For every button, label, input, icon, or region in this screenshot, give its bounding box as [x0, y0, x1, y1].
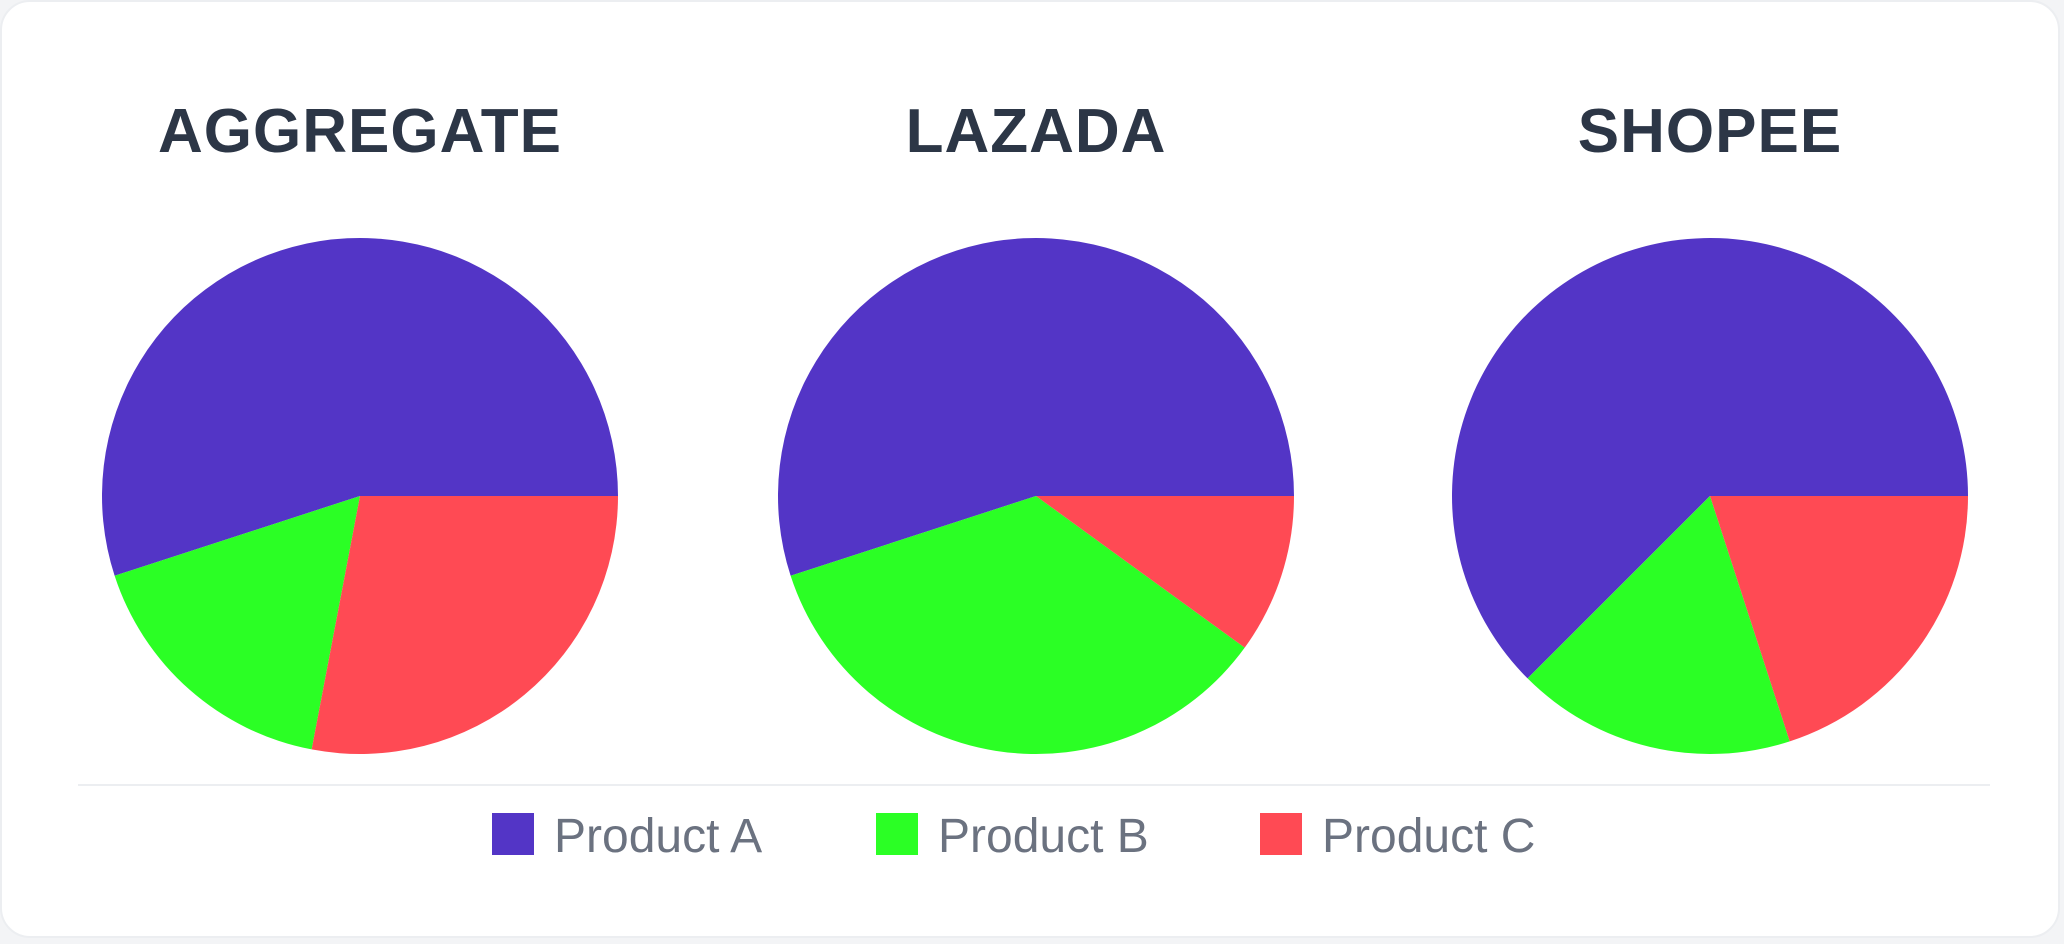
chart-legend: Product A Product B Product C [2, 802, 2064, 872]
legend-divider [78, 784, 1990, 786]
aggregate-slice-product-b[interactable] [114, 496, 360, 750]
lazada-slice-product-b[interactable] [790, 496, 1245, 755]
lazada-slice-product-c[interactable] [1036, 496, 1294, 648]
aggregate-pie-title: AGGREGATE [158, 97, 562, 166]
lazada-slice-product-a[interactable] [777, 237, 1294, 576]
shopee-pie [1451, 237, 1968, 754]
legend-label-product-b: Product B [938, 810, 1149, 863]
pie-charts [101, 237, 1968, 755]
shopee-pie-title: SHOPEE [1577, 97, 1843, 166]
legend-label-product-a: Product A [554, 810, 763, 863]
legend-swatch-product-c [1260, 813, 1302, 855]
aggregate-slice-product-c[interactable] [311, 496, 618, 754]
legend-swatch-product-a [492, 813, 534, 855]
aggregate-pie [101, 237, 618, 754]
lazada-pie [777, 237, 1294, 755]
legend-swatch-product-b [876, 813, 918, 855]
legend-label-product-c: Product C [1322, 810, 1536, 863]
lazada-pie-title: LAZADA [905, 97, 1167, 166]
aggregate-slice-product-a[interactable] [101, 237, 618, 576]
shopee-slice-product-b[interactable] [1527, 496, 1790, 754]
shopee-slice-product-a[interactable] [1451, 237, 1968, 679]
shopee-slice-product-c[interactable] [1710, 496, 1968, 742]
